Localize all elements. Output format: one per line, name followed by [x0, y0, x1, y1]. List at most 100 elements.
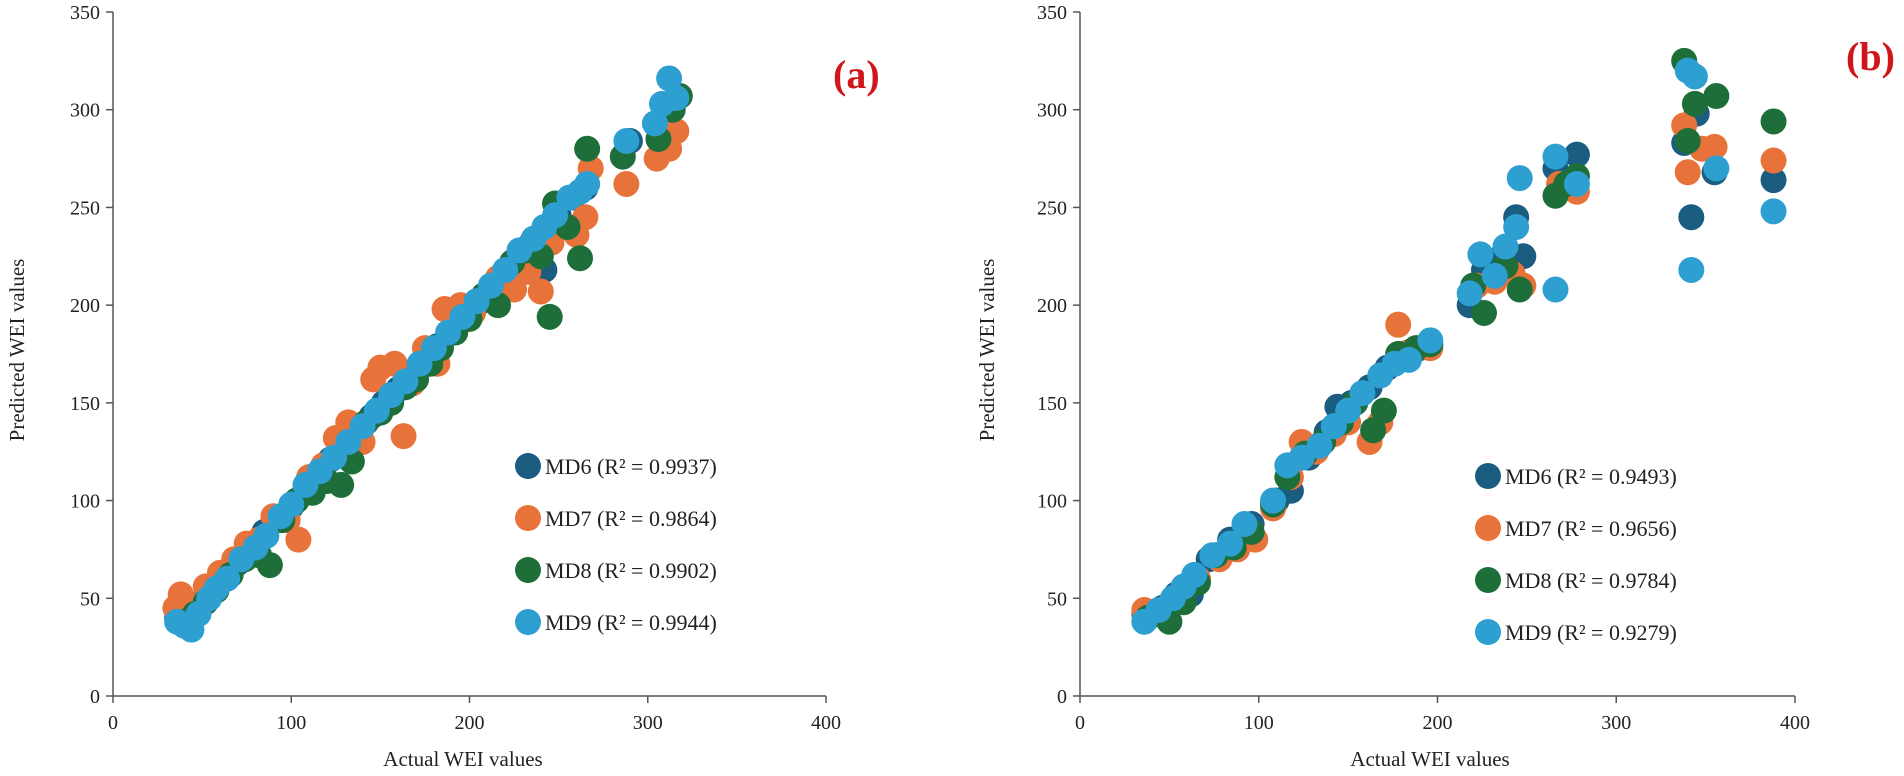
panel-b-point-md8: [1674, 127, 1701, 154]
panel-a-point-md9: [663, 84, 690, 111]
panel-a-point-md7: [527, 278, 554, 305]
panel-a-legend-marker-md8: [515, 557, 541, 583]
panel-a-point-md9: [542, 202, 569, 229]
panel-a-x-tick-label: 0: [108, 712, 118, 734]
panel-b-point-md9: [1181, 561, 1208, 588]
panel-b-point-md8: [1360, 417, 1387, 444]
panel-a-legend-marker-md7: [515, 505, 541, 531]
panel-b-y-tick-label: 250: [1037, 197, 1067, 219]
panel-b-y-tick-label: 350: [1037, 2, 1067, 24]
panel-b-point-md9: [1306, 432, 1333, 459]
panel-a-y-tick-label: 150: [70, 393, 100, 415]
panel-b-x-tick-label: 0: [1075, 712, 1085, 734]
panel-a-point-md8: [328, 471, 355, 498]
panel-a-legend-label-md9: MD9 (R² = 0.9944): [545, 610, 717, 635]
panel-b-point-md9: [1335, 397, 1362, 424]
panel-b-point-md9: [1481, 262, 1508, 289]
panel-a-point-md7: [501, 276, 528, 303]
panel-a-x-tick-label: 100: [276, 712, 306, 734]
panel-a-point-md9: [392, 368, 419, 395]
panel-b-point-md8: [1506, 276, 1533, 303]
panel-b-x-tick-label: 300: [1601, 712, 1631, 734]
panel-b-x-tick-label: 200: [1423, 712, 1453, 734]
panel-a-point-md9: [278, 491, 305, 518]
panel-b-legend-marker-md7: [1475, 515, 1501, 541]
panel-b-point-md8: [1760, 108, 1787, 135]
panel-b-x-tick-label: 100: [1244, 712, 1274, 734]
panel-b-point-md9: [1681, 63, 1708, 90]
panel-a-y-axis-title: Predicted WEI values: [5, 259, 29, 442]
panel-a-y-tick-label: 0: [90, 686, 100, 708]
panel-b-point-md6: [1563, 141, 1590, 168]
panel-b-y-tick-label: 150: [1037, 393, 1067, 415]
panel-a-point-md7: [613, 170, 640, 197]
panel-b-point-md7: [1385, 311, 1412, 338]
panel-b-point-md8: [1470, 299, 1497, 326]
panel-b-point-md8: [1703, 83, 1730, 110]
panel-b-y-tick-label: 200: [1037, 295, 1067, 317]
panel-b-legend-label-md7: MD7 (R² = 0.9656): [1505, 516, 1677, 541]
panel-b-points: [1131, 47, 1787, 635]
panel-b-point-md9: [1542, 276, 1569, 303]
panel-b-point-md9: [1492, 233, 1519, 260]
panel-a-point-md8: [536, 303, 563, 330]
panel-b-point-md9: [1231, 511, 1258, 538]
panel-b-point-md7: [1701, 133, 1728, 160]
panel-b-legend-marker-md6: [1475, 463, 1501, 489]
panel-b-point-md7: [1674, 159, 1701, 186]
panel-b-point-md9: [1260, 487, 1287, 514]
panel-b-y-tick-label: 0: [1057, 686, 1067, 708]
panel-b-point-md6: [1760, 167, 1787, 194]
panel-a-axes: 0 100 200 300 400 0 50 100 150 200 250 300 350: [70, 2, 841, 734]
panel-b-axes: 0 100 200 300 400 0 50 100 150 200 250 300 350: [1037, 2, 1810, 734]
panel-b-legend-label-md8: MD8 (R² = 0.9784): [1505, 568, 1677, 593]
panel-a-x-tick-label: 300: [633, 712, 663, 734]
panel-b-point-md7: [1760, 147, 1787, 174]
panel-a-point-md8: [256, 552, 283, 579]
panel-a-x-axis-title: Actual WEI values: [383, 747, 542, 771]
panel-b-point-md9: [1678, 256, 1705, 283]
panel-b-point-md6: [1678, 204, 1705, 231]
panel-a-legend-marker-md6: [515, 453, 541, 479]
panel-b-point-md8: [1681, 90, 1708, 117]
panel-a-point-md9: [214, 565, 241, 592]
panel-a-point-md7: [390, 423, 417, 450]
panel-b-legend-marker-md9: [1475, 619, 1501, 645]
panel-b: 0 100 200 300 400 0 50 100 150 200 250 300 350 Actua…: [975, 2, 1895, 771]
panel-a-y-tick-label: 200: [70, 295, 100, 317]
panel-b-point-md9: [1217, 530, 1244, 557]
panel-a-point-md9: [574, 170, 601, 197]
panel-b-legend-marker-md8: [1475, 567, 1501, 593]
panel-a-y-tick-label: 250: [70, 197, 100, 219]
panel-b-x-tick-label: 400: [1780, 712, 1810, 734]
panel-b-point-md9: [1467, 241, 1494, 268]
panel-a-point-md8: [485, 292, 512, 319]
panel-a-x-tick-label: 200: [455, 712, 485, 734]
panel-a-point-md8: [567, 245, 594, 272]
panel-a-tag: (a): [833, 52, 880, 97]
panel-a-point-md9: [253, 522, 280, 549]
panel-a-y-tick-label: 300: [70, 100, 100, 122]
panel-b-y-tick-label: 100: [1037, 491, 1067, 513]
panel-b-point-md9: [1563, 170, 1590, 197]
panel-a-y-tick-label: 50: [80, 588, 100, 610]
panel-b-point-md9: [1349, 380, 1376, 407]
panel-a-legend-marker-md9: [515, 609, 541, 635]
panel-a-point-md7: [285, 526, 312, 553]
panel-a-point-md8: [574, 135, 601, 162]
panel-b-point-md9: [1503, 213, 1530, 240]
panel-a-legend-label-md7: MD7 (R² = 0.9864): [545, 506, 717, 531]
panel-a-point-md9: [492, 256, 519, 283]
panel-b-y-axis-title: Predicted WEI values: [975, 259, 999, 442]
panel-b-point-md9: [1542, 143, 1569, 170]
panel-b-point-md9: [1760, 198, 1787, 225]
panel-b-legend-label-md6: MD6 (R² = 0.9493): [1505, 464, 1677, 489]
panel-a-y-tick-label: 350: [70, 2, 100, 24]
panel-b-y-tick-label: 50: [1047, 588, 1067, 610]
panel-a-point-md9: [656, 65, 683, 92]
panel-a-y-tick-label: 100: [70, 491, 100, 513]
panel-a-legend-label-md6: MD6 (R² = 0.9937): [545, 454, 717, 479]
panel-b-tag: (b): [1846, 34, 1895, 79]
panel-b-legend-label-md9: MD9 (R² = 0.9279): [1505, 620, 1677, 645]
